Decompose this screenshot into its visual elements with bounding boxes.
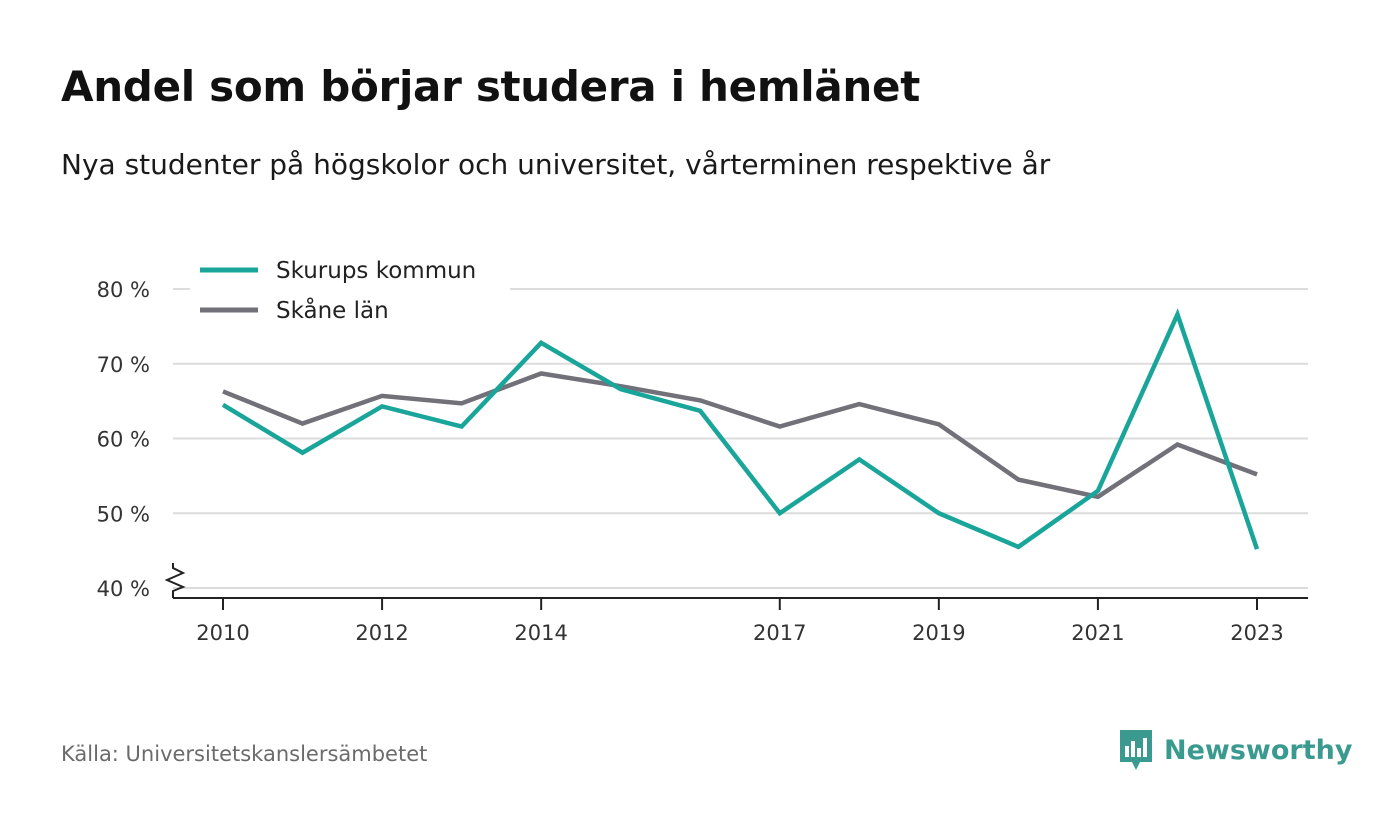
axis-break-icon: [164, 563, 186, 598]
legend-label: Skurups kommun: [276, 258, 476, 284]
series-line-skane-lan: [222, 371, 1258, 500]
x-tick-label: 2023: [1230, 621, 1283, 645]
series-line-skurups-kommun: [221, 308, 1260, 550]
x-tick-label: 2014: [514, 621, 567, 645]
chart-title: Andel som börjar studera i hemlänet: [61, 62, 920, 111]
brand-name: Newsworthy: [1164, 734, 1353, 766]
legend-label: Skåne län: [276, 296, 389, 324]
y-tick-label: 70 %: [97, 353, 150, 377]
y-tick-label: 60 %: [97, 428, 150, 452]
y-tick-label: 40 %: [97, 577, 150, 601]
x-tick-label: 2021: [1071, 621, 1124, 645]
newsworthy-logo-icon: [1120, 730, 1152, 770]
x-tick-label: 2010: [196, 621, 249, 645]
legend-background: [190, 252, 510, 336]
brand-logo: Newsworthy: [1118, 728, 1352, 772]
x-tick-label: 2017: [753, 621, 806, 645]
y-tick-label: 50 %: [97, 502, 150, 526]
x-tick-label: 2019: [912, 621, 965, 645]
source-note: Källa: Universitetskanslersämbetet: [61, 742, 428, 766]
chart-subtitle: Nya studenter på högskolor och universit…: [61, 148, 1051, 181]
x-tick-label: 2012: [355, 621, 408, 645]
y-tick-label: 80 %: [97, 278, 150, 302]
